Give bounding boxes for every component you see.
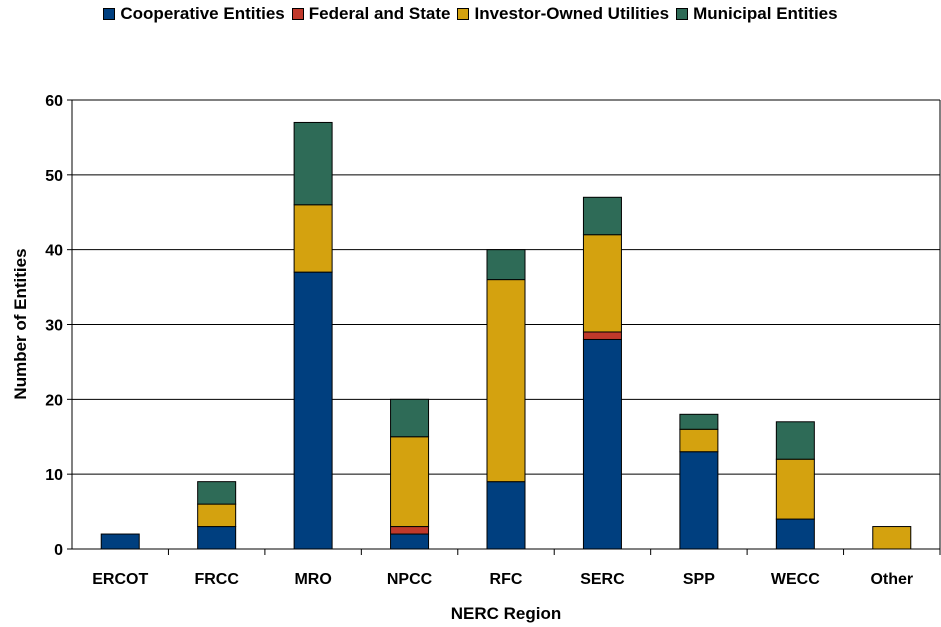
bar-other-investor-owned-utilities <box>872 526 912 550</box>
legend-label: Cooperative Entities <box>120 4 285 23</box>
bar-serc-cooperative-entities <box>582 338 622 550</box>
legend-label: Investor-Owned Utilities <box>474 4 670 23</box>
legend-swatch <box>457 8 470 20</box>
bar-frcc-municipal-entities <box>197 481 237 505</box>
legend-label: Municipal Entities <box>693 4 838 23</box>
bar-npcc-municipal-entities <box>390 398 430 438</box>
x-tick-label: Other <box>870 571 913 588</box>
x-tick-label: MRO <box>294 571 331 588</box>
bar-rfc-cooperative-entities <box>486 481 526 550</box>
legend-label: Federal and State <box>308 4 451 23</box>
bar-wecc-investor-owned-utilities <box>775 458 815 520</box>
x-tick-label: SPP <box>683 571 715 588</box>
x-tick-label: WECC <box>771 571 820 588</box>
x-tick-label: FRCC <box>194 571 239 588</box>
y-tick-label: 50 <box>45 168 63 185</box>
x-tick-label: NPCC <box>387 571 433 588</box>
legend-swatch <box>291 8 304 20</box>
bar-spp-municipal-entities <box>679 413 719 430</box>
bar-ercot-cooperative-entities <box>100 533 140 550</box>
x-tick-label: RFC <box>490 571 523 588</box>
y-axis-label: Number of Entities <box>11 248 30 399</box>
y-tick-label: 20 <box>45 392 63 409</box>
y-tick-label: 30 <box>45 318 63 335</box>
bar-npcc-federal-and-state <box>390 526 430 535</box>
bar-frcc-cooperative-entities <box>197 526 237 550</box>
y-tick-label: 0 <box>54 542 63 559</box>
y-tick-label: 10 <box>45 467 63 484</box>
bar-serc-municipal-entities <box>582 196 622 236</box>
x-axis-label: NERC Region <box>451 604 562 623</box>
bar-rfc-investor-owned-utilities <box>486 279 526 483</box>
bar-wecc-cooperative-entities <box>775 518 815 550</box>
bar-spp-cooperative-entities <box>679 451 719 550</box>
bar-marks <box>100 121 912 550</box>
bar-mro-municipal-entities <box>293 121 333 206</box>
chart-legend: Cooperative Entities Federal and State Inv… <box>0 4 941 24</box>
x-tick-label: ERCOT <box>92 571 148 588</box>
x-tick-label: SERC <box>580 571 625 588</box>
axes: 0 10 20 30 40 50 60 ERCOT FRCC MRO NPCC RFC SERC SPP W… <box>45 93 941 588</box>
bar-npcc-cooperative-entities <box>390 533 430 550</box>
bar-frcc-investor-owned-utilities <box>197 503 237 528</box>
bar-wecc-municipal-entities <box>775 421 815 460</box>
legend-item-municipal-entities: Municipal Entities <box>676 4 838 24</box>
legend-item-investor-owned-utilities: Investor-Owned Utilities <box>457 4 669 24</box>
bar-mro-cooperative-entities <box>293 271 333 550</box>
bar-npcc-investor-owned-utilities <box>390 436 430 528</box>
legend-item-cooperative-entities: Cooperative Entities <box>103 4 285 24</box>
y-tick-label: 60 <box>45 93 63 110</box>
bar-spp-investor-owned-utilities <box>679 428 719 453</box>
bar-mro-investor-owned-utilities <box>293 204 333 273</box>
legend-swatch <box>676 8 689 20</box>
y-tick-label: 40 <box>45 243 63 260</box>
bar-serc-federal-and-state <box>582 331 622 340</box>
bar-rfc-municipal-entities <box>486 249 526 281</box>
legend-swatch <box>103 8 116 20</box>
legend-item-federal-and-state: Federal and State <box>291 4 451 24</box>
bar-serc-investor-owned-utilities <box>582 234 622 333</box>
